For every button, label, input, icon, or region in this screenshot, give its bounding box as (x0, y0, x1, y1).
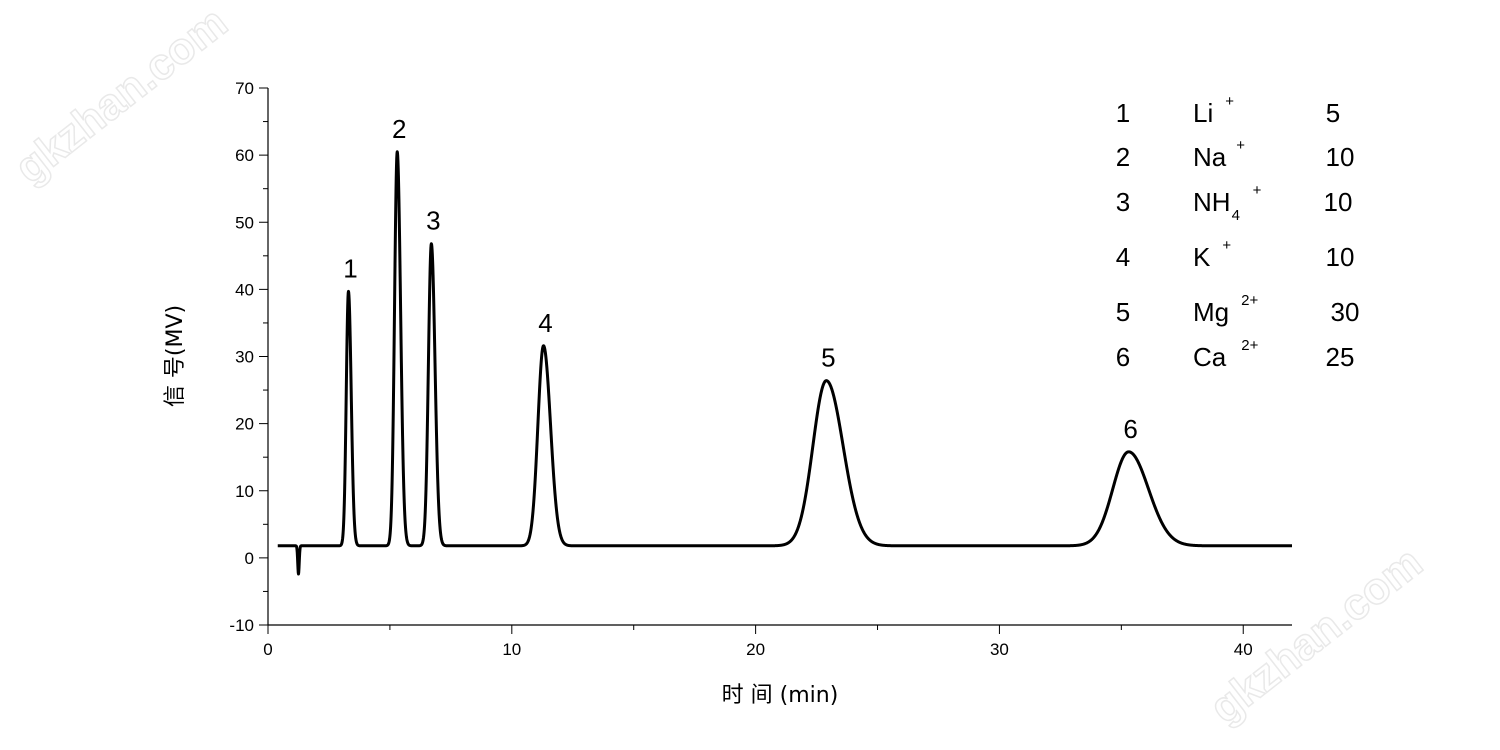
legend-concentration: 25 (1326, 342, 1355, 372)
peak-label-1: 1 (343, 253, 357, 283)
peak-labels: 1 2 3 4 5 6 (343, 114, 1138, 444)
peak-label-4: 4 (538, 308, 552, 338)
legend-concentration: 10 (1324, 187, 1353, 217)
legend-ion-subscript: 4 (1232, 207, 1240, 224)
legend-concentration: 10 (1326, 242, 1355, 272)
legend-ion-name: K (1193, 242, 1211, 272)
x-tick-label: 10 (502, 640, 521, 659)
y-tick-label: -10 (229, 616, 254, 635)
legend-ion-charge: 2+ (1241, 292, 1258, 309)
legend-ion-charge: + (1222, 237, 1231, 254)
peak-label-2: 2 (392, 114, 406, 144)
legend-concentration: 30 (1331, 297, 1360, 327)
y-tick-label: 70 (235, 79, 254, 98)
legend-ion-name: Mg (1193, 297, 1229, 327)
x-tick-label: 0 (263, 640, 272, 659)
legend-row-4: 4 K +10 (1116, 237, 1355, 272)
legend-peak-number: 3 (1116, 187, 1130, 217)
legend-ion-charge: + (1236, 137, 1245, 154)
y-tick-label: 60 (235, 146, 254, 165)
legend-ion-name: NH (1193, 187, 1231, 217)
peak-label-3: 3 (426, 206, 440, 236)
legend-peak-number: 4 (1116, 242, 1130, 272)
x-axis-title: 时 间 (min) (722, 683, 839, 708)
x-tick-label: 20 (746, 640, 765, 659)
watermark-top-left: gkzhan.com (6, 0, 237, 193)
x-tick-label: 30 (990, 640, 1009, 659)
legend-ion-name: Ca (1193, 342, 1227, 372)
axes: -10 0 10 20 30 40 50 60 70 0 10 20 30 40 (229, 79, 1292, 659)
legend: 1 Li +52 Na +103 NH 4+ 104 K +105 Mg 2+ 306 Ca 2+ 25 (1116, 93, 1360, 372)
legend-row-2: 2 Na +10 (1116, 137, 1355, 172)
legend-ion-charge: + (1253, 182, 1262, 199)
chromatogram-trace (276, 150, 1294, 576)
y-axis-title: 信 号(MV) (163, 305, 188, 407)
y-tick-label: 30 (235, 348, 254, 367)
legend-peak-number: 1 (1116, 98, 1130, 128)
legend-ion-charge: + (1225, 93, 1234, 110)
y-tick-label: 40 (235, 280, 254, 299)
y-tick-label: 10 (235, 482, 254, 501)
legend-peak-number: 6 (1116, 342, 1130, 372)
legend-peak-number: 2 (1116, 142, 1130, 172)
peak-label-5: 5 (821, 343, 835, 373)
trace-layer (276, 150, 1294, 576)
legend-row-5: 5 Mg 2+ 30 (1116, 292, 1360, 327)
legend-ion-name: Na (1193, 142, 1227, 172)
x-tick-label: 40 (1234, 640, 1253, 659)
legend-ion-charge: 2+ (1241, 337, 1258, 354)
legend-concentration: 5 (1326, 98, 1340, 128)
legend-concentration: 10 (1326, 142, 1355, 172)
legend-row-3: 3 NH 4 + 10 (1116, 182, 1353, 224)
y-tick-label: 0 (245, 549, 254, 568)
peak-label-6: 6 (1123, 414, 1137, 444)
legend-ion-name: Li (1193, 98, 1213, 128)
watermark-bottom-right: gkzhan.com (1201, 538, 1432, 733)
y-tick-label: 20 (235, 415, 254, 434)
legend-row-1: 1 Li +5 (1116, 93, 1340, 128)
legend-row-6: 6 Ca 2+ 25 (1116, 337, 1355, 372)
legend-peak-number: 5 (1116, 297, 1130, 327)
y-tick-label: 50 (235, 213, 254, 232)
